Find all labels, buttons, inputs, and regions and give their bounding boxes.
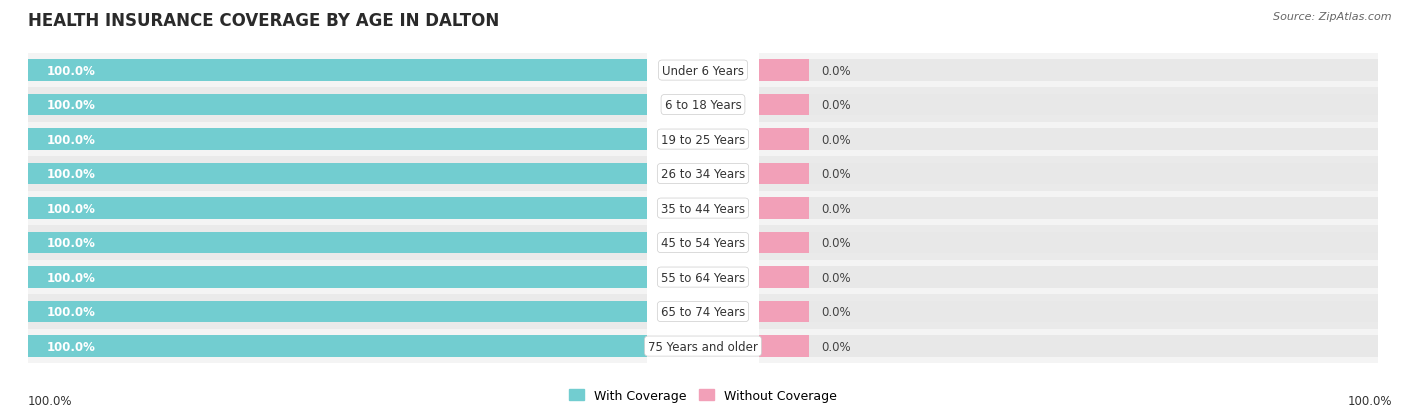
Text: 45 to 54 Years: 45 to 54 Years [661, 237, 745, 249]
Bar [759, 294, 1378, 329]
Text: 75 Years and older: 75 Years and older [648, 340, 758, 353]
Bar [759, 95, 808, 116]
Bar [759, 54, 1378, 88]
Text: Under 6 Years: Under 6 Years [662, 64, 744, 77]
Bar [28, 226, 647, 260]
Text: 100.0%: 100.0% [46, 64, 96, 77]
Bar [28, 60, 647, 82]
Bar [28, 157, 647, 191]
Bar [28, 335, 647, 357]
Bar [759, 198, 808, 219]
Bar [759, 60, 808, 82]
Bar [28, 95, 647, 116]
Text: 65 to 74 Years: 65 to 74 Years [661, 305, 745, 318]
Text: 100.0%: 100.0% [1347, 394, 1392, 407]
Bar [28, 95, 647, 116]
Bar [759, 232, 808, 254]
Bar [28, 335, 647, 357]
Text: HEALTH INSURANCE COVERAGE BY AGE IN DALTON: HEALTH INSURANCE COVERAGE BY AGE IN DALT… [28, 12, 499, 30]
Text: 35 to 44 Years: 35 to 44 Years [661, 202, 745, 215]
Text: 0.0%: 0.0% [821, 64, 851, 77]
Bar [759, 164, 808, 185]
Text: 0.0%: 0.0% [821, 305, 851, 318]
Bar [28, 129, 647, 150]
Text: 0.0%: 0.0% [821, 133, 851, 146]
Text: Source: ZipAtlas.com: Source: ZipAtlas.com [1274, 12, 1392, 22]
Bar [28, 301, 647, 323]
Text: 0.0%: 0.0% [821, 237, 851, 249]
Bar [759, 129, 808, 150]
Bar [28, 232, 647, 254]
Bar [28, 301, 647, 323]
Text: 100.0%: 100.0% [46, 340, 96, 353]
Bar [28, 267, 647, 288]
Bar [28, 191, 647, 226]
Text: 0.0%: 0.0% [821, 340, 851, 353]
Bar [759, 129, 1378, 150]
Text: 100.0%: 100.0% [46, 202, 96, 215]
Bar [759, 88, 1378, 123]
Text: 0.0%: 0.0% [821, 202, 851, 215]
Bar [759, 157, 1378, 191]
Bar [759, 95, 1378, 116]
Bar [28, 164, 647, 185]
Bar [28, 329, 647, 363]
Text: 100.0%: 100.0% [46, 271, 96, 284]
Text: 6 to 18 Years: 6 to 18 Years [665, 99, 741, 112]
Bar [759, 335, 808, 357]
Bar [28, 294, 647, 329]
Text: 100.0%: 100.0% [46, 237, 96, 249]
Bar [28, 123, 647, 157]
Text: 0.0%: 0.0% [821, 99, 851, 112]
Bar [28, 60, 647, 82]
Bar [759, 267, 808, 288]
Bar [759, 260, 1378, 294]
Bar [759, 198, 1378, 219]
Legend: With Coverage, Without Coverage: With Coverage, Without Coverage [564, 384, 842, 407]
Text: 100.0%: 100.0% [46, 133, 96, 146]
Bar [759, 232, 1378, 254]
Text: 19 to 25 Years: 19 to 25 Years [661, 133, 745, 146]
Bar [759, 267, 1378, 288]
Bar [28, 129, 647, 150]
Text: 0.0%: 0.0% [821, 168, 851, 180]
Text: 100.0%: 100.0% [28, 394, 73, 407]
Bar [28, 198, 647, 219]
Text: 100.0%: 100.0% [46, 168, 96, 180]
Text: 0.0%: 0.0% [821, 271, 851, 284]
Bar [28, 232, 647, 254]
Bar [28, 198, 647, 219]
Bar [28, 164, 647, 185]
Bar [759, 60, 1378, 82]
Text: 100.0%: 100.0% [46, 99, 96, 112]
Bar [28, 267, 647, 288]
Bar [759, 301, 808, 323]
Bar [759, 226, 1378, 260]
Text: 55 to 64 Years: 55 to 64 Years [661, 271, 745, 284]
Text: 26 to 34 Years: 26 to 34 Years [661, 168, 745, 180]
Bar [759, 191, 1378, 226]
Bar [759, 335, 1378, 357]
Bar [28, 54, 647, 88]
Bar [28, 88, 647, 123]
Bar [759, 164, 1378, 185]
Bar [759, 301, 1378, 323]
Text: 100.0%: 100.0% [46, 305, 96, 318]
Bar [28, 260, 647, 294]
Bar [759, 123, 1378, 157]
Bar [759, 329, 1378, 363]
